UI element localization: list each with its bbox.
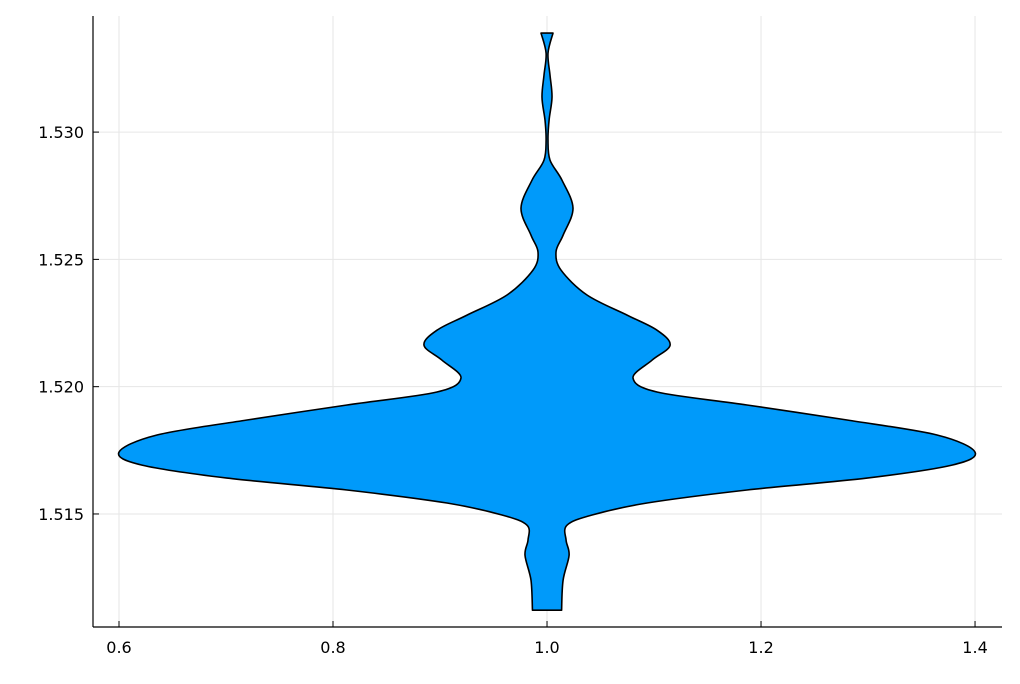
x-tick-label: 1.2 <box>748 638 773 657</box>
x-tick-label: 0.6 <box>106 638 131 657</box>
y-tick-label: 1.530 <box>38 123 84 142</box>
axes <box>92 16 1002 628</box>
tick-labels: 0.6 0.8 1.0 1.2 1.4 1.515 1.520 1.525 1.530 <box>38 123 988 657</box>
x-tick-label: 1.0 <box>534 638 559 657</box>
y-tick-label: 1.515 <box>38 505 84 524</box>
x-tick-label: 0.8 <box>320 638 345 657</box>
violin-shape <box>117 32 977 611</box>
x-tick-label: 1.4 <box>962 638 987 657</box>
y-tick-label: 1.525 <box>38 250 84 269</box>
y-tick-label: 1.520 <box>38 378 84 397</box>
